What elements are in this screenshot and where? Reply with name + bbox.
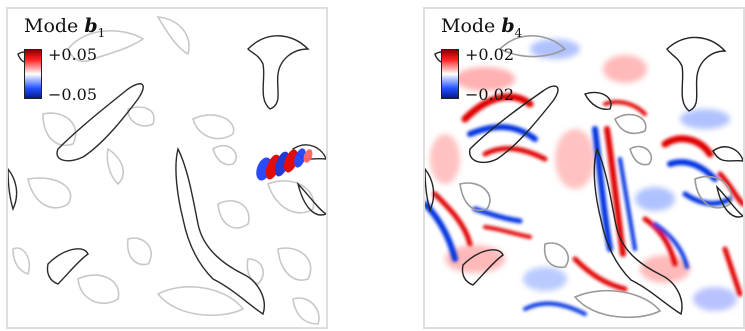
mode-b1-colorbar-max: +0.05 [48, 45, 98, 64]
mode-b1-colorbar-min: −0.05 [48, 85, 98, 104]
mode-b1-title: Mode b1 [24, 15, 106, 40]
mode-b4-field [425, 35, 743, 319]
mode-b4-filaments [425, 93, 743, 316]
mode-b4-title: Mode b4 [441, 15, 523, 40]
mode-b4-panel: Mode b4 +0.02 −0.02 [423, 7, 745, 329]
gray-contours-b4 [459, 35, 733, 319]
mode-b1-colorbar [24, 49, 42, 99]
gray-contours [12, 16, 320, 325]
mode-b4-colorbar-min: −0.02 [465, 85, 515, 104]
mode-b1-field [8, 16, 326, 325]
mode-b1-pattern [256, 148, 313, 181]
mode-b4-colorbar-max: +0.02 [465, 45, 515, 64]
mode-b4-colorbar [441, 49, 459, 99]
mode-b1-panel: Mode b1 +0.05 −0.05 [6, 7, 328, 329]
mode-b4-soft-field [430, 39, 737, 311]
dark-contours [8, 35, 326, 316]
